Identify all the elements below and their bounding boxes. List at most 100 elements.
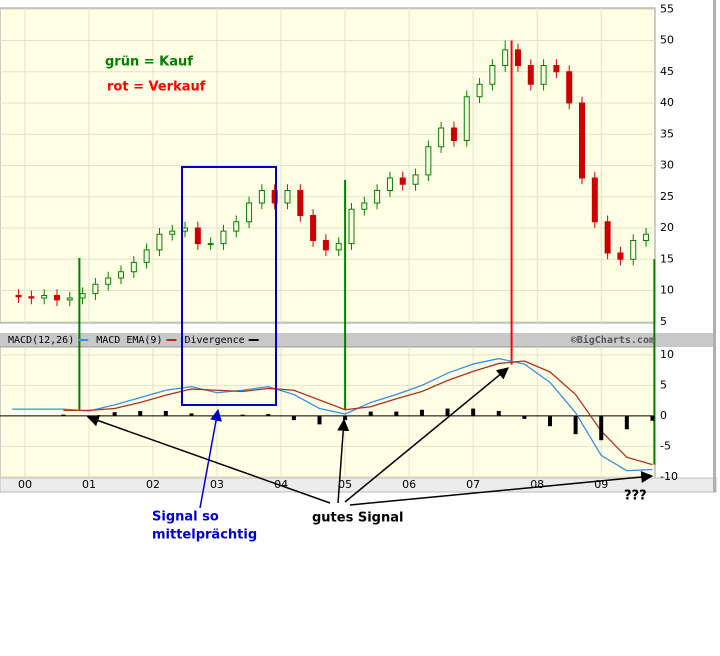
candle-body <box>28 296 35 299</box>
y-tick-label: 5 <box>660 378 667 391</box>
x-tick-label: 05 <box>338 478 352 491</box>
candle-body <box>53 295 60 301</box>
histogram-bar <box>522 415 527 419</box>
x-tick-label: 09 <box>594 478 608 491</box>
histogram-bar <box>471 408 476 416</box>
candle-body <box>66 297 73 301</box>
macd-panel <box>0 346 656 479</box>
histogram-bar <box>112 412 117 416</box>
candle-body <box>579 102 586 179</box>
right-edge <box>713 0 716 492</box>
y-tick-label: 40 <box>660 96 674 109</box>
histogram-bar <box>445 408 450 416</box>
y-tick-label: 15 <box>660 252 674 265</box>
candle-body <box>425 146 432 176</box>
histogram-bar <box>573 415 578 435</box>
candle-body <box>412 174 419 185</box>
candle-body <box>41 295 48 299</box>
histogram-bar <box>240 414 245 416</box>
histogram-bar <box>650 415 655 421</box>
candle-body <box>194 227 201 245</box>
annotation: mittelprächtig <box>152 528 257 543</box>
candle-body <box>450 127 457 141</box>
x-tick-label: 00 <box>18 478 32 491</box>
histogram-bar <box>266 414 271 416</box>
arrows <box>86 367 654 509</box>
candle-body <box>233 221 240 232</box>
candle-body <box>130 261 137 273</box>
y-tick-label: 45 <box>660 65 674 78</box>
macd-line <box>12 357 653 472</box>
histogram-bar <box>317 415 322 425</box>
y-tick-label: 10 <box>660 348 674 361</box>
candle-body <box>591 177 598 223</box>
candle-body <box>322 240 329 251</box>
candle-body <box>489 65 496 85</box>
y-tick-label: 30 <box>660 159 674 172</box>
histogram-bar <box>61 414 66 416</box>
legend-label: MACD EMA(9) <box>96 335 162 346</box>
candle-body <box>386 177 393 191</box>
candle-body <box>604 221 611 254</box>
histogram-bar <box>624 415 629 430</box>
candle-body <box>374 190 381 204</box>
macd-line <box>63 360 653 466</box>
histogram-bar <box>419 409 424 416</box>
candle-body <box>92 283 99 295</box>
histogram-bar <box>291 415 296 421</box>
histogram-bar <box>163 410 168 416</box>
histogram-bar <box>496 410 501 416</box>
histogram-bar <box>547 415 552 427</box>
candle-body <box>335 243 342 251</box>
candle-body <box>207 243 214 246</box>
candle-body <box>118 271 125 279</box>
annotation: grün = Kauf <box>105 55 193 70</box>
candle-body <box>284 190 291 204</box>
y-tick-label: -10 <box>660 470 678 483</box>
candle-body <box>156 233 163 251</box>
candle-body <box>463 96 470 141</box>
candle-body <box>438 127 445 148</box>
x-tick-label: 04 <box>274 478 288 491</box>
candle-body <box>15 295 22 298</box>
candle-body <box>514 49 521 66</box>
histogram-bar <box>343 415 348 421</box>
candle-body <box>361 202 368 210</box>
y-tick-label: 55 <box>660 2 674 15</box>
y-tick-label: 25 <box>660 190 674 203</box>
y-tick-label: 5 <box>660 315 667 328</box>
source: ©BigCharts.com <box>571 334 655 346</box>
candle-body <box>310 215 317 241</box>
candle-body <box>105 277 112 285</box>
histogram-bar <box>368 411 373 416</box>
x-tick-label: 01 <box>82 478 96 491</box>
histogram-bar <box>138 410 143 416</box>
candle-body <box>643 233 650 241</box>
candle-body <box>553 65 560 73</box>
candle-body <box>399 177 406 185</box>
macd-header <box>0 333 716 347</box>
y-tick-label: 20 <box>660 221 674 234</box>
candle-body <box>617 252 624 260</box>
candle-body <box>258 190 265 204</box>
annotation: ??? <box>624 489 647 504</box>
annotation: Signal so <box>152 510 219 525</box>
highlight-box <box>181 166 277 406</box>
y-tick-label: 0 <box>660 409 667 422</box>
candle-body <box>630 240 637 260</box>
x-tick-label: 03 <box>210 478 224 491</box>
x-tick-label: 06 <box>402 478 416 491</box>
candle-body <box>348 208 355 245</box>
legend-label: MACD(12,26) <box>8 335 74 346</box>
candle-body <box>502 49 509 66</box>
candle-body <box>540 65 547 85</box>
x-tick-label: 08 <box>530 478 544 491</box>
y-tick-label: 35 <box>660 127 674 140</box>
histogram-bar <box>394 411 399 416</box>
candle-body <box>220 230 227 245</box>
candle-body <box>143 249 150 263</box>
candle-body <box>271 190 278 204</box>
candle-body <box>79 293 86 299</box>
